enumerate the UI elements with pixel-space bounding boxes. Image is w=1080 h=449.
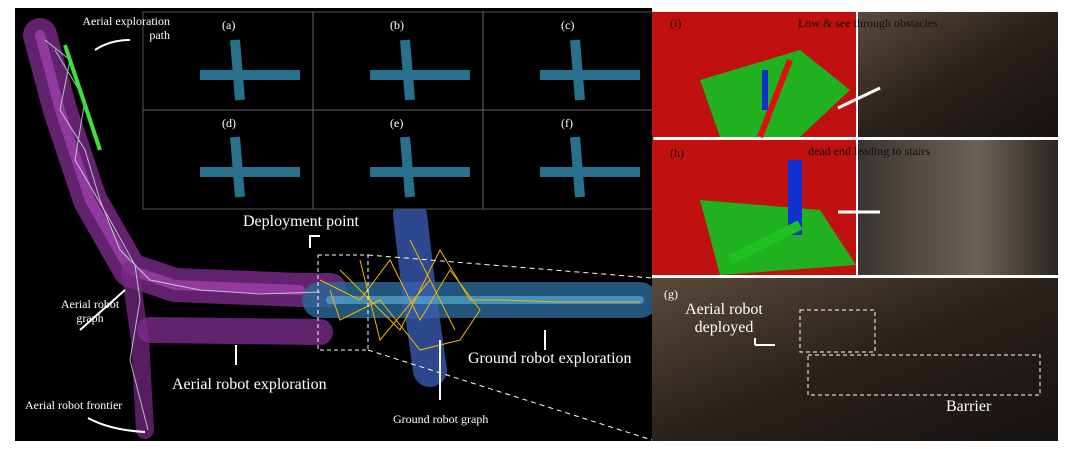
right-panels <box>652 12 1058 441</box>
label: Aerial exploration path <box>82 14 170 42</box>
caption: Low & see through obstacles <box>798 16 938 30</box>
panel-label: (i) <box>670 16 682 30</box>
label: Aerial robot graph <box>60 297 120 325</box>
caption: dead end leading to stairs <box>808 144 930 158</box>
inset-label: (a) <box>222 18 236 32</box>
insets <box>142 11 654 210</box>
aerial-path <box>63 44 102 151</box>
label: Aerial robot exploration <box>172 376 327 393</box>
zoom-lines <box>367 254 653 441</box>
inset-label: (f) <box>561 116 573 130</box>
ground-graph <box>319 239 640 351</box>
inset-label: (c) <box>561 18 575 32</box>
caption: Barrier <box>946 398 992 415</box>
label: Ground robot graph <box>393 412 489 426</box>
inset-label: (e) <box>390 116 404 130</box>
arrows <box>79 39 546 433</box>
caption: Aerial robot deployed <box>685 301 763 336</box>
aerial-graph <box>44 39 321 431</box>
label: Aerial robot frontier <box>25 398 123 412</box>
inset-label: (b) <box>390 18 404 32</box>
panel-label: (g) <box>664 287 678 301</box>
label: Deployment point <box>243 213 359 230</box>
inset-label: (d) <box>222 116 236 130</box>
label: Ground robot exploration <box>468 350 632 367</box>
panel-label: (h) <box>670 146 684 160</box>
deployment-box <box>317 254 369 351</box>
